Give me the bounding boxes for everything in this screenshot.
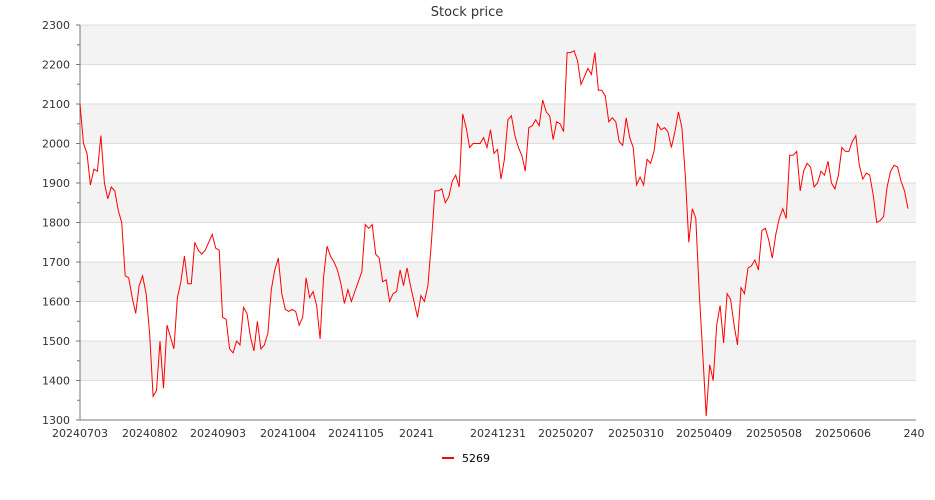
- band: [80, 262, 916, 302]
- x-tick-label: 20241: [399, 427, 434, 440]
- band: [80, 25, 916, 65]
- x-tick-label: 20241231: [470, 427, 526, 440]
- y-tick-label: 2100: [42, 98, 70, 111]
- y-tick-label: 1900: [42, 177, 70, 190]
- background-bands: [80, 25, 916, 381]
- y-tick-label: 1700: [42, 256, 70, 269]
- y-tick-label: 1500: [42, 335, 70, 348]
- y-tick-label: 1600: [42, 296, 70, 309]
- y-tick-label: 1800: [42, 217, 70, 230]
- y-tick-label: 2300: [42, 19, 70, 32]
- x-tick-label: 20241004: [260, 427, 316, 440]
- y-axis: 1300 1400 1500 1600 1700 1800 1900 2000 2100 2200…: [42, 19, 81, 427]
- band: [80, 104, 916, 144]
- gridlines: [80, 24, 916, 421]
- y-tick-label: 2000: [42, 138, 70, 151]
- chart-title: Stock price: [431, 5, 503, 20]
- x-tick-label: 20240703: [52, 427, 108, 440]
- band: [80, 183, 916, 223]
- x-tick-label: 20240903: [190, 427, 246, 440]
- x-tick-label: 20250310: [608, 427, 664, 440]
- x-tick-label: 20250606: [815, 427, 871, 440]
- x-tick-label: 20250207: [538, 427, 594, 440]
- legend: 5269: [442, 452, 490, 465]
- x-tick-label: 20240802: [122, 427, 178, 440]
- y-tick-label: 1300: [42, 414, 70, 427]
- series-line-5269: [79, 49, 909, 417]
- x-axis: 20240703 20240802 20240903 20241004 20241105…: [52, 419, 925, 440]
- x-tick-label: 20250409: [676, 427, 732, 440]
- x-tick-label: 20241105: [328, 427, 384, 440]
- x-tick-label: 20250508: [746, 427, 802, 440]
- y-tick-label: 1400: [42, 375, 70, 388]
- band: [80, 341, 916, 381]
- x-tick-label: 240: [904, 427, 925, 440]
- y-tick-label: 2200: [42, 59, 70, 72]
- legend-label: 5269: [462, 452, 490, 465]
